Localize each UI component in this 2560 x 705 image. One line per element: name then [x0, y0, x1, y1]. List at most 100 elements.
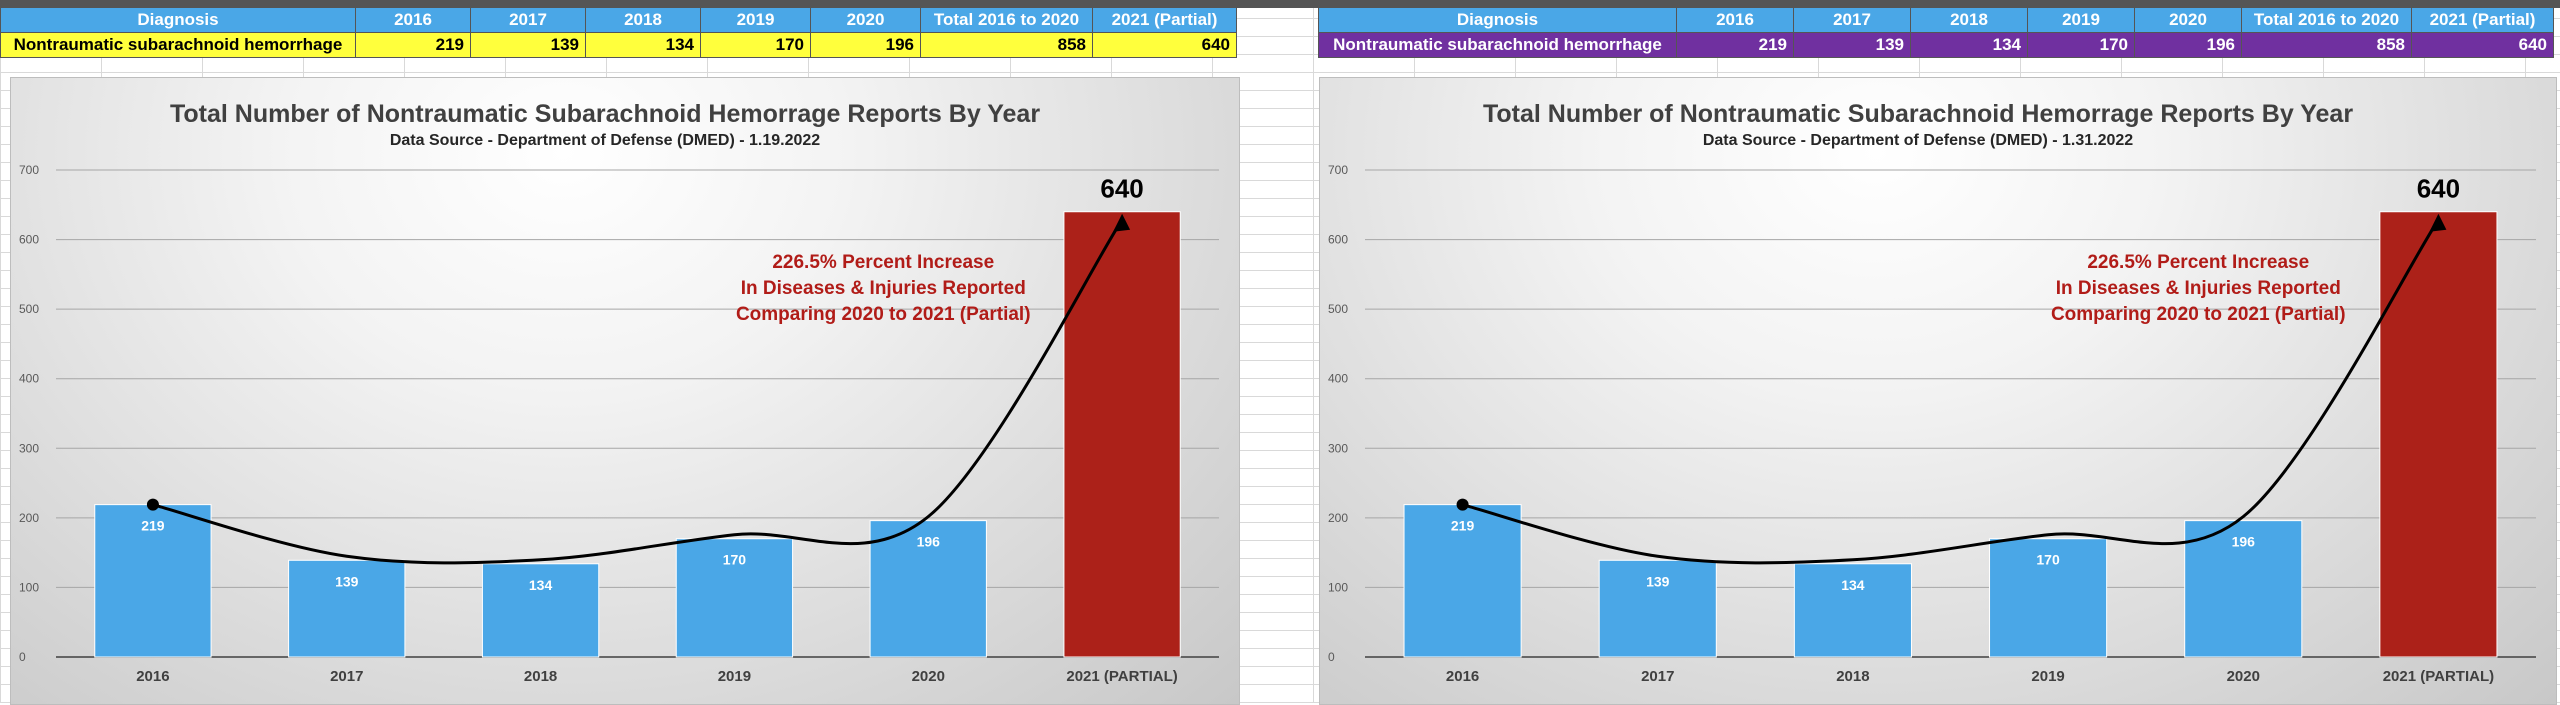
y-tick-label: 600: [1328, 233, 1348, 247]
header-cell[interactable]: Total 2016 to 2020: [920, 7, 1093, 33]
trend-arrowhead: [2429, 213, 2447, 232]
y-tick-label: 300: [1328, 441, 1348, 455]
y-tick-label: 200: [1328, 511, 1348, 525]
data-label: 196: [917, 534, 941, 550]
header-cell[interactable]: 2016: [1676, 7, 1794, 33]
value-cell[interactable]: 170: [2027, 32, 2135, 58]
header-cell[interactable]: 2021 (Partial): [1092, 7, 1237, 33]
chart-svg: Total Number of Nontraumatic Subarachnoi…: [1328, 100, 2536, 685]
x-tick-label: 2020: [2227, 668, 2260, 685]
value-cell[interactable]: 170: [700, 32, 811, 58]
x-tick-label: 2020: [912, 668, 945, 685]
header-cell[interactable]: Diagnosis: [0, 7, 356, 33]
partial-cell[interactable]: 640: [1092, 32, 1237, 58]
diagnosis-cell[interactable]: Nontraumatic subarachnoid hemorrhage: [1318, 32, 1677, 58]
bar: [2184, 520, 2303, 658]
header-cell[interactable]: 2019: [700, 7, 811, 33]
value-cell[interactable]: 139: [1793, 32, 1911, 58]
value-cell[interactable]: 134: [585, 32, 701, 58]
x-tick-label: 2019: [2031, 668, 2064, 685]
data-label: 219: [1451, 518, 1475, 534]
annotation-text: 226.5% Percent Increase: [772, 252, 994, 273]
header-cell[interactable]: Total 2016 to 2020: [2241, 7, 2412, 33]
bar: [1793, 563, 1912, 658]
table-header-row: Diagnosis 2016 2017 2018 2019 2020 Total…: [1318, 7, 2554, 33]
trend-curve: [1462, 218, 2440, 565]
data-label: 170: [723, 552, 747, 568]
value-cell[interactable]: 219: [1676, 32, 1794, 58]
chart-right[interactable]: Total Number of Nontraumatic Subarachnoi…: [1319, 77, 2557, 705]
annotation-text: In Diseases & Injuries Reported: [2056, 278, 2341, 299]
data-label: 196: [2232, 534, 2256, 550]
bar: [2379, 211, 2498, 658]
table-row: Nontraumatic subarachnoid hemorrhage 219…: [1318, 32, 2554, 58]
header-cell[interactable]: 2019: [2027, 7, 2135, 33]
data-label: 640: [1100, 174, 1143, 204]
trend-curve: [152, 218, 1124, 565]
y-tick-label: 100: [19, 580, 39, 594]
header-cell[interactable]: 2020: [810, 7, 921, 33]
table-row: Nontraumatic subarachnoid hemorrhage 219…: [0, 32, 1237, 58]
bar: [288, 559, 406, 658]
value-cell[interactable]: 196: [810, 32, 921, 58]
value-cell[interactable]: 219: [355, 32, 471, 58]
summary-table-left: Diagnosis 2016 2017 2018 2019 2020 Total…: [0, 7, 1237, 58]
data-label: 134: [1841, 577, 1865, 593]
partial-cell[interactable]: 640: [2411, 32, 2554, 58]
y-tick-label: 0: [19, 650, 26, 664]
summary-table-right: Diagnosis 2016 2017 2018 2019 2020 Total…: [1318, 7, 2554, 58]
y-tick-label: 400: [19, 372, 39, 386]
header-cell[interactable]: 2018: [1910, 7, 2028, 33]
chart-subtitle: Data Source - Department of Defense (DME…: [390, 132, 820, 149]
data-label: 640: [2417, 174, 2460, 204]
x-tick-label: 2017: [1641, 668, 1674, 685]
bar: [1989, 538, 2108, 658]
header-cell[interactable]: 2018: [585, 7, 701, 33]
chart-title: Total Number of Nontraumatic Subarachnoi…: [1483, 100, 2353, 128]
x-tick-label: 2021 (PARTIAL): [2383, 668, 2494, 685]
x-tick-label: 2018: [524, 668, 557, 685]
data-label: 139: [335, 573, 359, 589]
data-label: 134: [529, 577, 553, 593]
bar: [869, 520, 987, 658]
y-tick-label: 500: [1328, 302, 1348, 316]
annotation-text: Comparing 2020 to 2021 (Partial): [736, 304, 1031, 325]
value-cell[interactable]: 134: [1910, 32, 2028, 58]
bar: [94, 504, 212, 658]
header-cell[interactable]: 2017: [470, 7, 586, 33]
x-tick-label: 2018: [1836, 668, 1869, 685]
header-cell[interactable]: Diagnosis: [1318, 7, 1677, 33]
y-tick-label: 200: [19, 511, 39, 525]
diagnosis-cell[interactable]: Nontraumatic subarachnoid hemorrhage: [0, 32, 356, 58]
x-tick-label: 2019: [718, 668, 751, 685]
x-tick-label: 2017: [330, 668, 363, 685]
bar: [481, 563, 600, 658]
x-tick-label: 2016: [136, 668, 169, 685]
y-tick-label: 0: [1328, 650, 1335, 664]
y-tick-label: 600: [19, 233, 39, 247]
trend-start-dot: [146, 498, 159, 511]
x-tick-label: 2021 (PARTIAL): [1066, 668, 1177, 685]
data-label: 219: [141, 518, 165, 534]
header-cell[interactable]: 2021 (Partial): [2411, 7, 2554, 33]
annotation-text: In Diseases & Injuries Reported: [741, 278, 1026, 299]
trend-arrowhead: [1113, 213, 1131, 232]
header-cell[interactable]: 2016: [355, 7, 471, 33]
y-tick-label: 700: [1328, 163, 1348, 177]
bar: [1403, 504, 1522, 658]
value-cell[interactable]: 139: [470, 32, 586, 58]
annotation-text: Comparing 2020 to 2021 (Partial): [2051, 304, 2346, 325]
trend-start-dot: [1456, 498, 1469, 511]
header-cell[interactable]: 2017: [1793, 7, 1911, 33]
total-cell[interactable]: 858: [2241, 32, 2412, 58]
y-tick-label: 400: [1328, 372, 1348, 386]
data-label: 170: [2036, 552, 2060, 568]
total-cell[interactable]: 858: [920, 32, 1093, 58]
value-cell[interactable]: 196: [2134, 32, 2242, 58]
header-cell[interactable]: 2020: [2134, 7, 2242, 33]
y-tick-label: 700: [19, 163, 39, 177]
annotation-text: 226.5% Percent Increase: [2087, 252, 2309, 273]
chart-left[interactable]: Total Number of Nontraumatic Subarachnoi…: [10, 77, 1240, 705]
bar: [675, 538, 794, 658]
sheet-top-strip: [0, 0, 2560, 8]
